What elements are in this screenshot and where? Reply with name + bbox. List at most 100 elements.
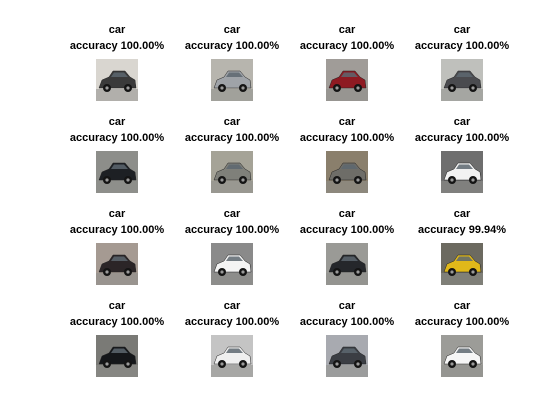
class-label: car bbox=[338, 24, 356, 36]
car-body bbox=[213, 162, 252, 181]
ground bbox=[441, 89, 483, 101]
accuracy-label: accuracy 99.94% bbox=[417, 224, 507, 236]
car-window bbox=[341, 256, 358, 261]
car-body bbox=[328, 346, 367, 365]
grid-tile: car accuracy 100.00% bbox=[176, 208, 288, 286]
front-hub bbox=[105, 270, 109, 274]
car-image-thumbnail bbox=[326, 243, 368, 285]
car-image bbox=[211, 243, 253, 285]
car-image-thumbnail bbox=[441, 59, 483, 101]
accuracy-label: accuracy 100.00% bbox=[69, 132, 165, 144]
ground bbox=[326, 181, 368, 193]
car-image-thumbnail bbox=[441, 151, 483, 193]
rear-hub bbox=[471, 86, 475, 90]
front-hub bbox=[220, 270, 224, 274]
car-image-thumbnail bbox=[96, 335, 138, 377]
car-window bbox=[456, 348, 473, 353]
ground bbox=[326, 89, 368, 101]
car-window bbox=[341, 72, 358, 77]
front-hub bbox=[105, 362, 109, 366]
car-body bbox=[443, 346, 482, 365]
car-image-thumbnail bbox=[211, 59, 253, 101]
accuracy-label: accuracy 100.00% bbox=[69, 40, 165, 52]
accuracy-label: accuracy 100.00% bbox=[299, 40, 395, 52]
ground bbox=[441, 365, 483, 377]
car-image bbox=[441, 151, 483, 193]
ground bbox=[441, 273, 483, 285]
grid-tile: car accuracy 100.00% bbox=[61, 116, 173, 194]
class-label: car bbox=[108, 208, 126, 220]
car-image-thumbnail bbox=[326, 59, 368, 101]
car-body bbox=[443, 162, 482, 181]
front-hub bbox=[450, 86, 454, 90]
grid-tile: car accuracy 100.00% bbox=[61, 208, 173, 286]
rear-hub bbox=[356, 270, 360, 274]
class-label: car bbox=[453, 24, 471, 36]
class-label: car bbox=[108, 24, 126, 36]
rear-hub bbox=[126, 86, 130, 90]
front-hub bbox=[220, 178, 224, 182]
ground bbox=[326, 365, 368, 377]
rear-hub bbox=[241, 270, 245, 274]
accuracy-label: accuracy 100.00% bbox=[299, 316, 395, 328]
accuracy-label: accuracy 100.00% bbox=[184, 316, 280, 328]
rear-hub bbox=[471, 270, 475, 274]
accuracy-label: accuracy 100.00% bbox=[69, 316, 165, 328]
car-body bbox=[328, 254, 367, 273]
front-hub bbox=[335, 270, 339, 274]
ground bbox=[96, 365, 138, 377]
car-image bbox=[326, 335, 368, 377]
front-hub bbox=[220, 86, 224, 90]
ground bbox=[96, 273, 138, 285]
car-body bbox=[443, 70, 482, 89]
car-image bbox=[326, 243, 368, 285]
accuracy-label: accuracy 100.00% bbox=[184, 132, 280, 144]
car-image-thumbnail bbox=[211, 151, 253, 193]
class-label: car bbox=[108, 116, 126, 128]
car-image-thumbnail bbox=[326, 335, 368, 377]
grid-tile: car accuracy 100.00% bbox=[291, 300, 403, 378]
class-label: car bbox=[453, 208, 471, 220]
car-image bbox=[96, 151, 138, 193]
front-hub bbox=[450, 178, 454, 182]
accuracy-label: accuracy 100.00% bbox=[69, 224, 165, 236]
front-hub bbox=[450, 362, 454, 366]
class-label: car bbox=[338, 116, 356, 128]
accuracy-label: accuracy 100.00% bbox=[414, 40, 510, 52]
car-window bbox=[226, 72, 243, 77]
ground bbox=[96, 181, 138, 193]
car-image bbox=[96, 59, 138, 101]
car-window bbox=[456, 256, 473, 261]
rear-hub bbox=[241, 362, 245, 366]
front-hub bbox=[220, 362, 224, 366]
car-image bbox=[211, 59, 253, 101]
car-window bbox=[226, 348, 243, 353]
car-image bbox=[96, 335, 138, 377]
class-label: car bbox=[453, 300, 471, 312]
car-image bbox=[326, 151, 368, 193]
front-hub bbox=[105, 178, 109, 182]
rear-hub bbox=[241, 86, 245, 90]
car-body bbox=[213, 346, 252, 365]
rear-hub bbox=[471, 362, 475, 366]
grid-tile: car accuracy 100.00% bbox=[406, 116, 518, 194]
grid-tile: car accuracy 100.00% bbox=[406, 24, 518, 102]
car-image-thumbnail bbox=[211, 243, 253, 285]
car-body bbox=[328, 70, 367, 89]
car-window bbox=[111, 164, 128, 169]
car-image-thumbnail bbox=[96, 151, 138, 193]
car-body bbox=[443, 254, 482, 273]
class-label: car bbox=[453, 116, 471, 128]
grid-tile: car accuracy 100.00% bbox=[291, 116, 403, 194]
grid-tile: car accuracy 100.00% bbox=[176, 116, 288, 194]
grid-tile: car accuracy 100.00% bbox=[61, 300, 173, 378]
car-image bbox=[211, 151, 253, 193]
accuracy-label: accuracy 100.00% bbox=[184, 224, 280, 236]
class-label: car bbox=[338, 300, 356, 312]
class-label: car bbox=[223, 208, 241, 220]
car-window bbox=[226, 164, 243, 169]
rear-hub bbox=[126, 362, 130, 366]
ground bbox=[211, 365, 253, 377]
car-body bbox=[328, 162, 367, 181]
car-window bbox=[111, 72, 128, 77]
